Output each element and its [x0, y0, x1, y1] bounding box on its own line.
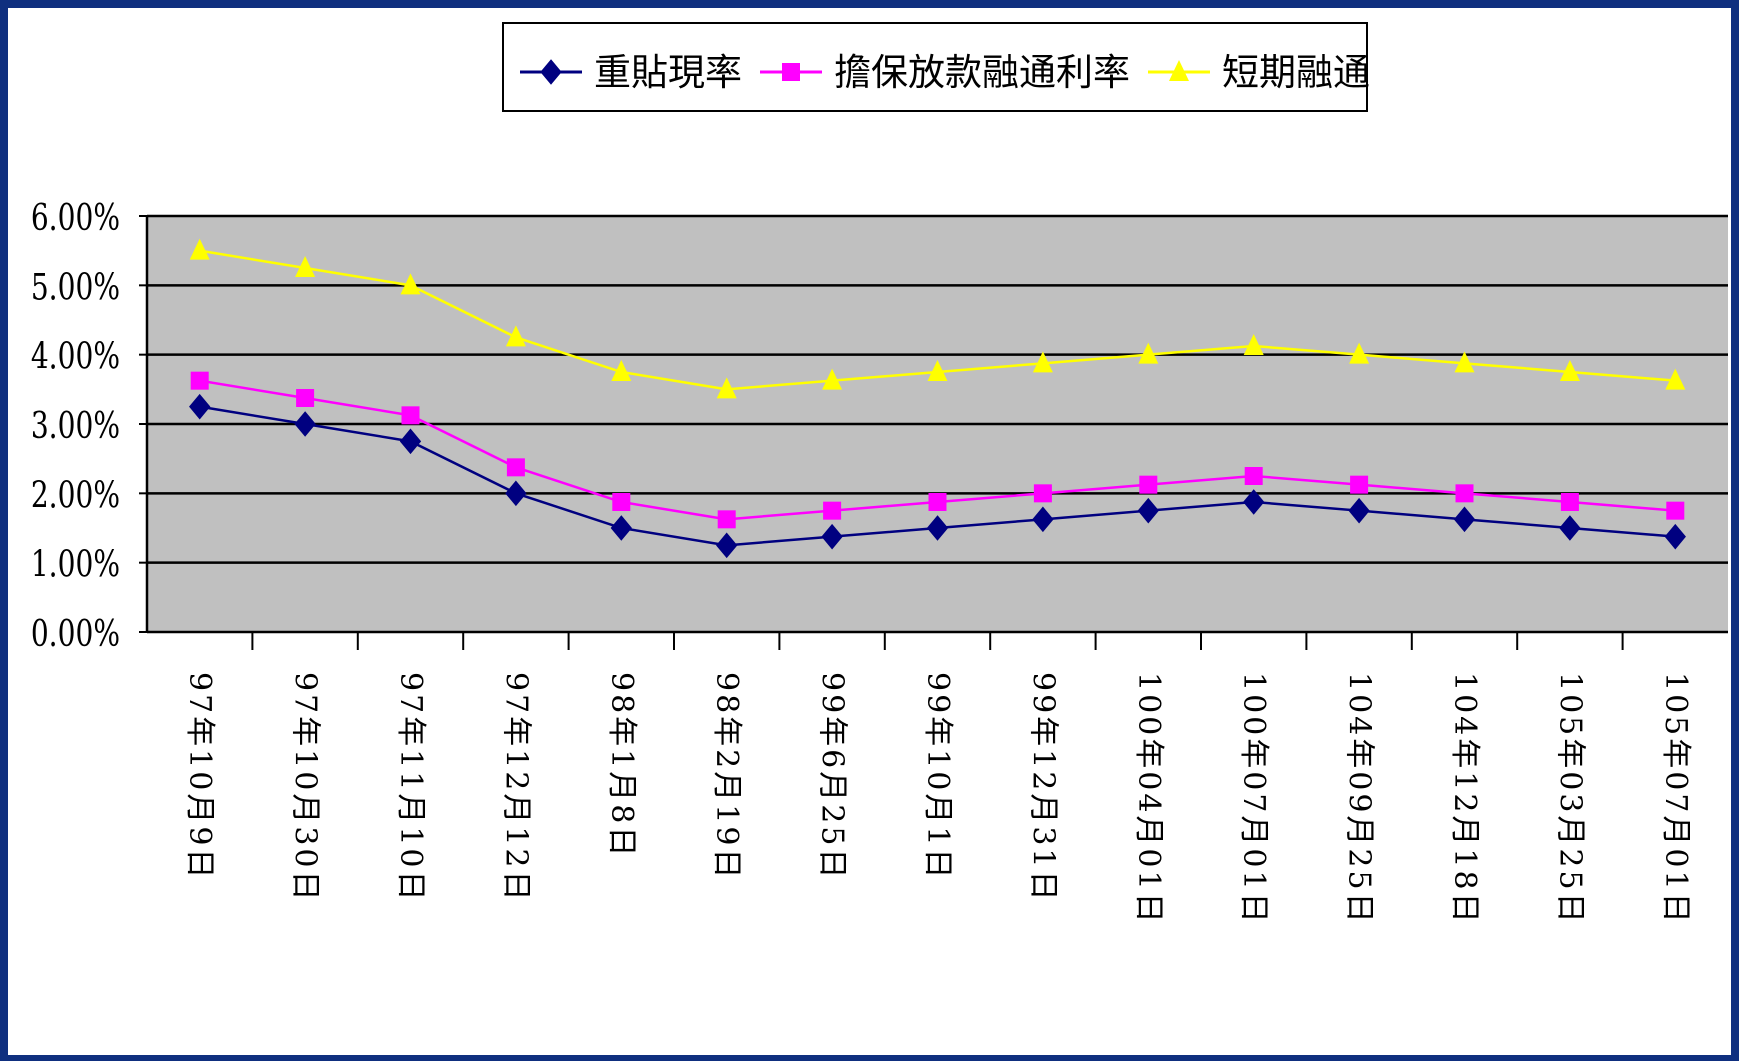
data-point: [189, 238, 210, 260]
data-point: [716, 532, 738, 559]
data-point: [1350, 475, 1369, 494]
data-point: [1665, 368, 1686, 390]
data-point: [1454, 351, 1475, 373]
data-point: [611, 360, 632, 381]
data-point: [505, 325, 526, 347]
data-point: [190, 371, 209, 390]
data-point: [1139, 475, 1158, 494]
data-point: [610, 515, 632, 541]
data-point: [296, 389, 315, 407]
legend-label: 短期融通利率: [1222, 51, 1370, 94]
x-tick-label: 97年12月12日: [498, 672, 533, 904]
data-point: [1559, 515, 1581, 541]
data-point: [823, 501, 842, 520]
x-tick-label: 105年07月01日: [1658, 672, 1693, 926]
data-point: [822, 368, 843, 390]
x-tick-label: 104年09月25日: [1342, 672, 1377, 926]
data-point: [505, 480, 527, 507]
data-point: [1664, 523, 1686, 550]
x-tick-label: 104年12月18日: [1447, 672, 1482, 926]
data-point: [1137, 497, 1159, 524]
data-point: [400, 273, 421, 295]
data-point: [506, 458, 525, 477]
y-tick-label: 4.00%: [31, 335, 120, 377]
y-tick-label: 2.00%: [31, 474, 120, 516]
x-tick-label: 99年10月1日: [920, 672, 955, 881]
data-point: [1243, 489, 1265, 515]
x-tick-label: 99年6月25日: [815, 672, 850, 881]
y-tick-label: 1.00%: [31, 543, 120, 585]
data-point: [716, 377, 737, 399]
x-tick-label: 105年03月25日: [1552, 672, 1587, 926]
data-point: [1243, 334, 1264, 355]
data-point: [189, 393, 211, 420]
chart-legend: 重貼現率 擔保放款融通利率 短期融通利率: [502, 22, 1370, 112]
data-point: [1453, 506, 1476, 533]
data-point: [926, 515, 949, 541]
data-point: [1138, 342, 1159, 364]
x-tick-label: 98年1月8日: [604, 672, 639, 859]
data-point: [821, 523, 843, 550]
legend-marker: [782, 63, 800, 81]
legend-label: 擔保放款融通利率: [834, 51, 1130, 94]
x-tick-label: 97年10月30日: [288, 672, 323, 904]
y-tick-label: 6.00%: [31, 197, 120, 239]
x-tick-label: 100年04月01日: [1131, 672, 1166, 926]
legend-marker: [1169, 60, 1189, 81]
data-point: [1666, 501, 1685, 520]
legend-label: 重貼現率: [594, 51, 742, 94]
data-point: [1560, 493, 1579, 511]
x-tick-label: 97年10月9日: [182, 672, 217, 881]
data-point: [1032, 351, 1053, 373]
y-tick-label: 3.00%: [31, 405, 120, 447]
x-tick-label: 99年12月31日: [1025, 672, 1060, 904]
data-point: [1244, 467, 1263, 485]
y-tick-label: 5.00%: [31, 266, 120, 308]
data-point: [1032, 506, 1054, 533]
data-point: [1559, 360, 1580, 381]
data-point: [401, 406, 420, 425]
x-tick-label: 100年07月01日: [1236, 672, 1271, 926]
legend-graphics: 重貼現率 擔保放款融通利率 短期融通利率: [520, 51, 1370, 94]
data-point: [294, 411, 316, 437]
data-point: [1349, 342, 1370, 364]
data-point: [928, 493, 947, 511]
legend-marker: [540, 59, 562, 85]
data-point: [1033, 484, 1052, 503]
data-point: [927, 360, 948, 381]
x-tick-label: 97年11月10日: [393, 672, 428, 904]
data-point: [1455, 484, 1474, 503]
x-tick-label: 98年2月19日: [709, 672, 744, 881]
data-point: [1348, 497, 1370, 524]
data-point: [717, 510, 736, 529]
data-point: [612, 493, 631, 511]
data-point: [399, 428, 422, 455]
y-tick-label: 0.00%: [31, 613, 120, 655]
data-point: [295, 256, 316, 277]
